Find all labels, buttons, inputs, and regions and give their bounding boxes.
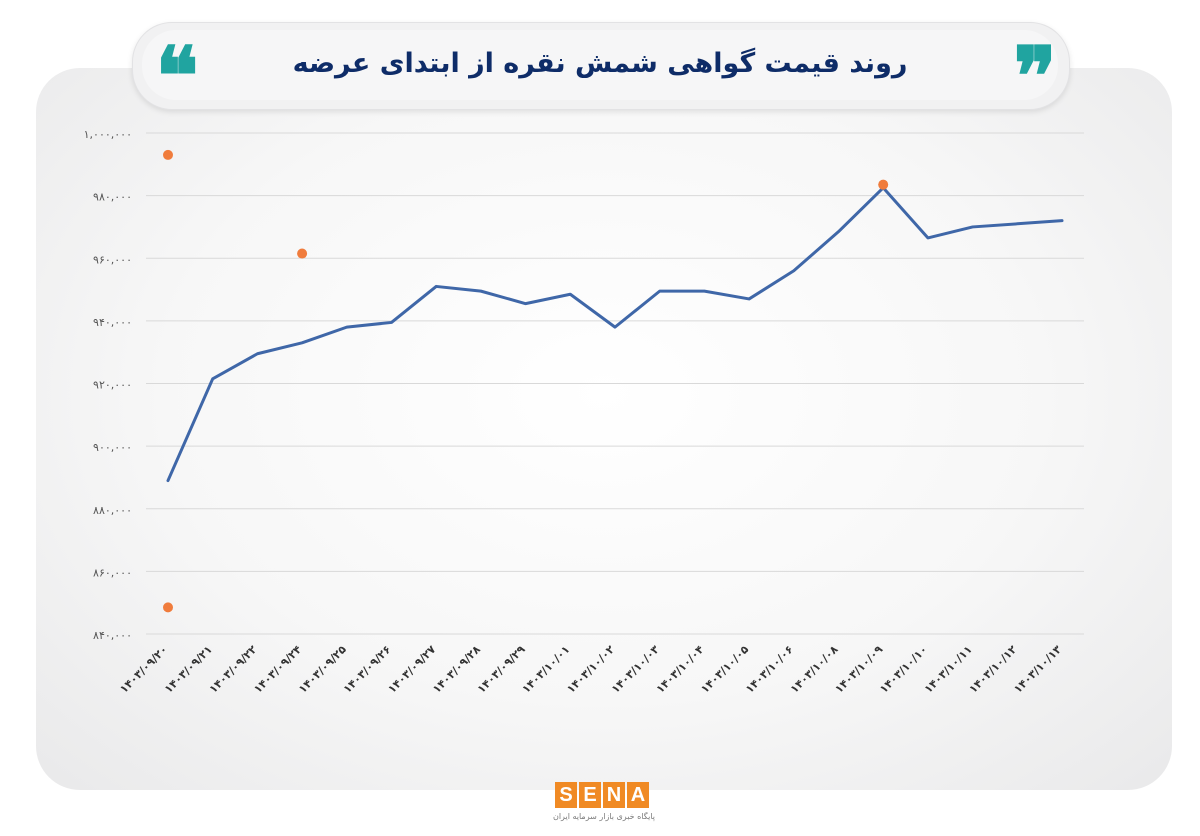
y-tick-label: ۹۴۰,۰۰۰ bbox=[93, 316, 132, 329]
chart-title: روند قیمت گواهی شمش نقره از ابتدای عرضه bbox=[292, 47, 908, 79]
data-marker bbox=[163, 602, 173, 613]
x-tick-label: ۱۴۰۳/۱۰/۱۳ bbox=[1011, 643, 1064, 696]
logo-letter: S bbox=[555, 782, 577, 808]
data-marker bbox=[878, 179, 889, 190]
gridlines bbox=[146, 132, 1084, 635]
y-tick-label: ۹۶۰,۰۰۰ bbox=[93, 253, 132, 266]
y-tick-label: ۸۶۰,۰۰۰ bbox=[93, 566, 132, 579]
x-axis-ticks: ۱۴۰۳/۰۹/۲۰۱۴۰۳/۰۹/۲۱۱۴۰۳/۰۹/۲۲۱۴۰۳/۰۹/۲۴… bbox=[117, 643, 1064, 696]
y-tick-label: ۹۰۰,۰۰۰ bbox=[93, 441, 132, 454]
logo-letter: A bbox=[627, 782, 649, 808]
data-marker bbox=[297, 248, 308, 259]
chart-card bbox=[36, 68, 1172, 790]
logo-subtitle: پایگاه خبری بازار سرمایه ایران bbox=[552, 812, 656, 821]
title-banner-inner bbox=[142, 30, 1058, 100]
y-tick-label: ۸۴۰,۰۰۰ bbox=[93, 629, 132, 642]
y-tick-label: ۹۲۰,۰۰۰ bbox=[93, 379, 132, 392]
markers bbox=[163, 149, 889, 613]
sena-logo: S E N A bbox=[555, 782, 653, 808]
logo-letter: N bbox=[603, 782, 625, 808]
series-line-path bbox=[166, 186, 1064, 483]
data-marker bbox=[163, 149, 173, 160]
logo-letter: E bbox=[579, 782, 601, 808]
y-axis-ticks: ۸۴۰,۰۰۰ ۸۶۰,۰۰۰ ۸۸۰,۰۰۰ ۹۰۰,۰۰۰ ۹۲۰,۰۰۰ ۹۴۰,۰… bbox=[84, 128, 132, 642]
y-tick-label: ۸۸۰,۰۰۰ bbox=[93, 504, 132, 517]
y-tick-label: ۱,۰۰۰,۰۰۰ bbox=[84, 128, 132, 141]
series-line bbox=[166, 186, 1064, 483]
y-tick-label: ۹۸۰,۰۰۰ bbox=[93, 191, 132, 204]
